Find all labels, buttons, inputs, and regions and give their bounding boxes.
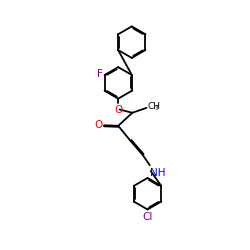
Text: CH: CH xyxy=(148,102,160,111)
Text: Cl: Cl xyxy=(142,212,153,222)
Text: $_3$: $_3$ xyxy=(154,104,159,113)
Text: F: F xyxy=(96,70,102,80)
Text: O: O xyxy=(114,105,122,115)
Text: O: O xyxy=(94,120,102,130)
Text: NH: NH xyxy=(150,168,166,178)
